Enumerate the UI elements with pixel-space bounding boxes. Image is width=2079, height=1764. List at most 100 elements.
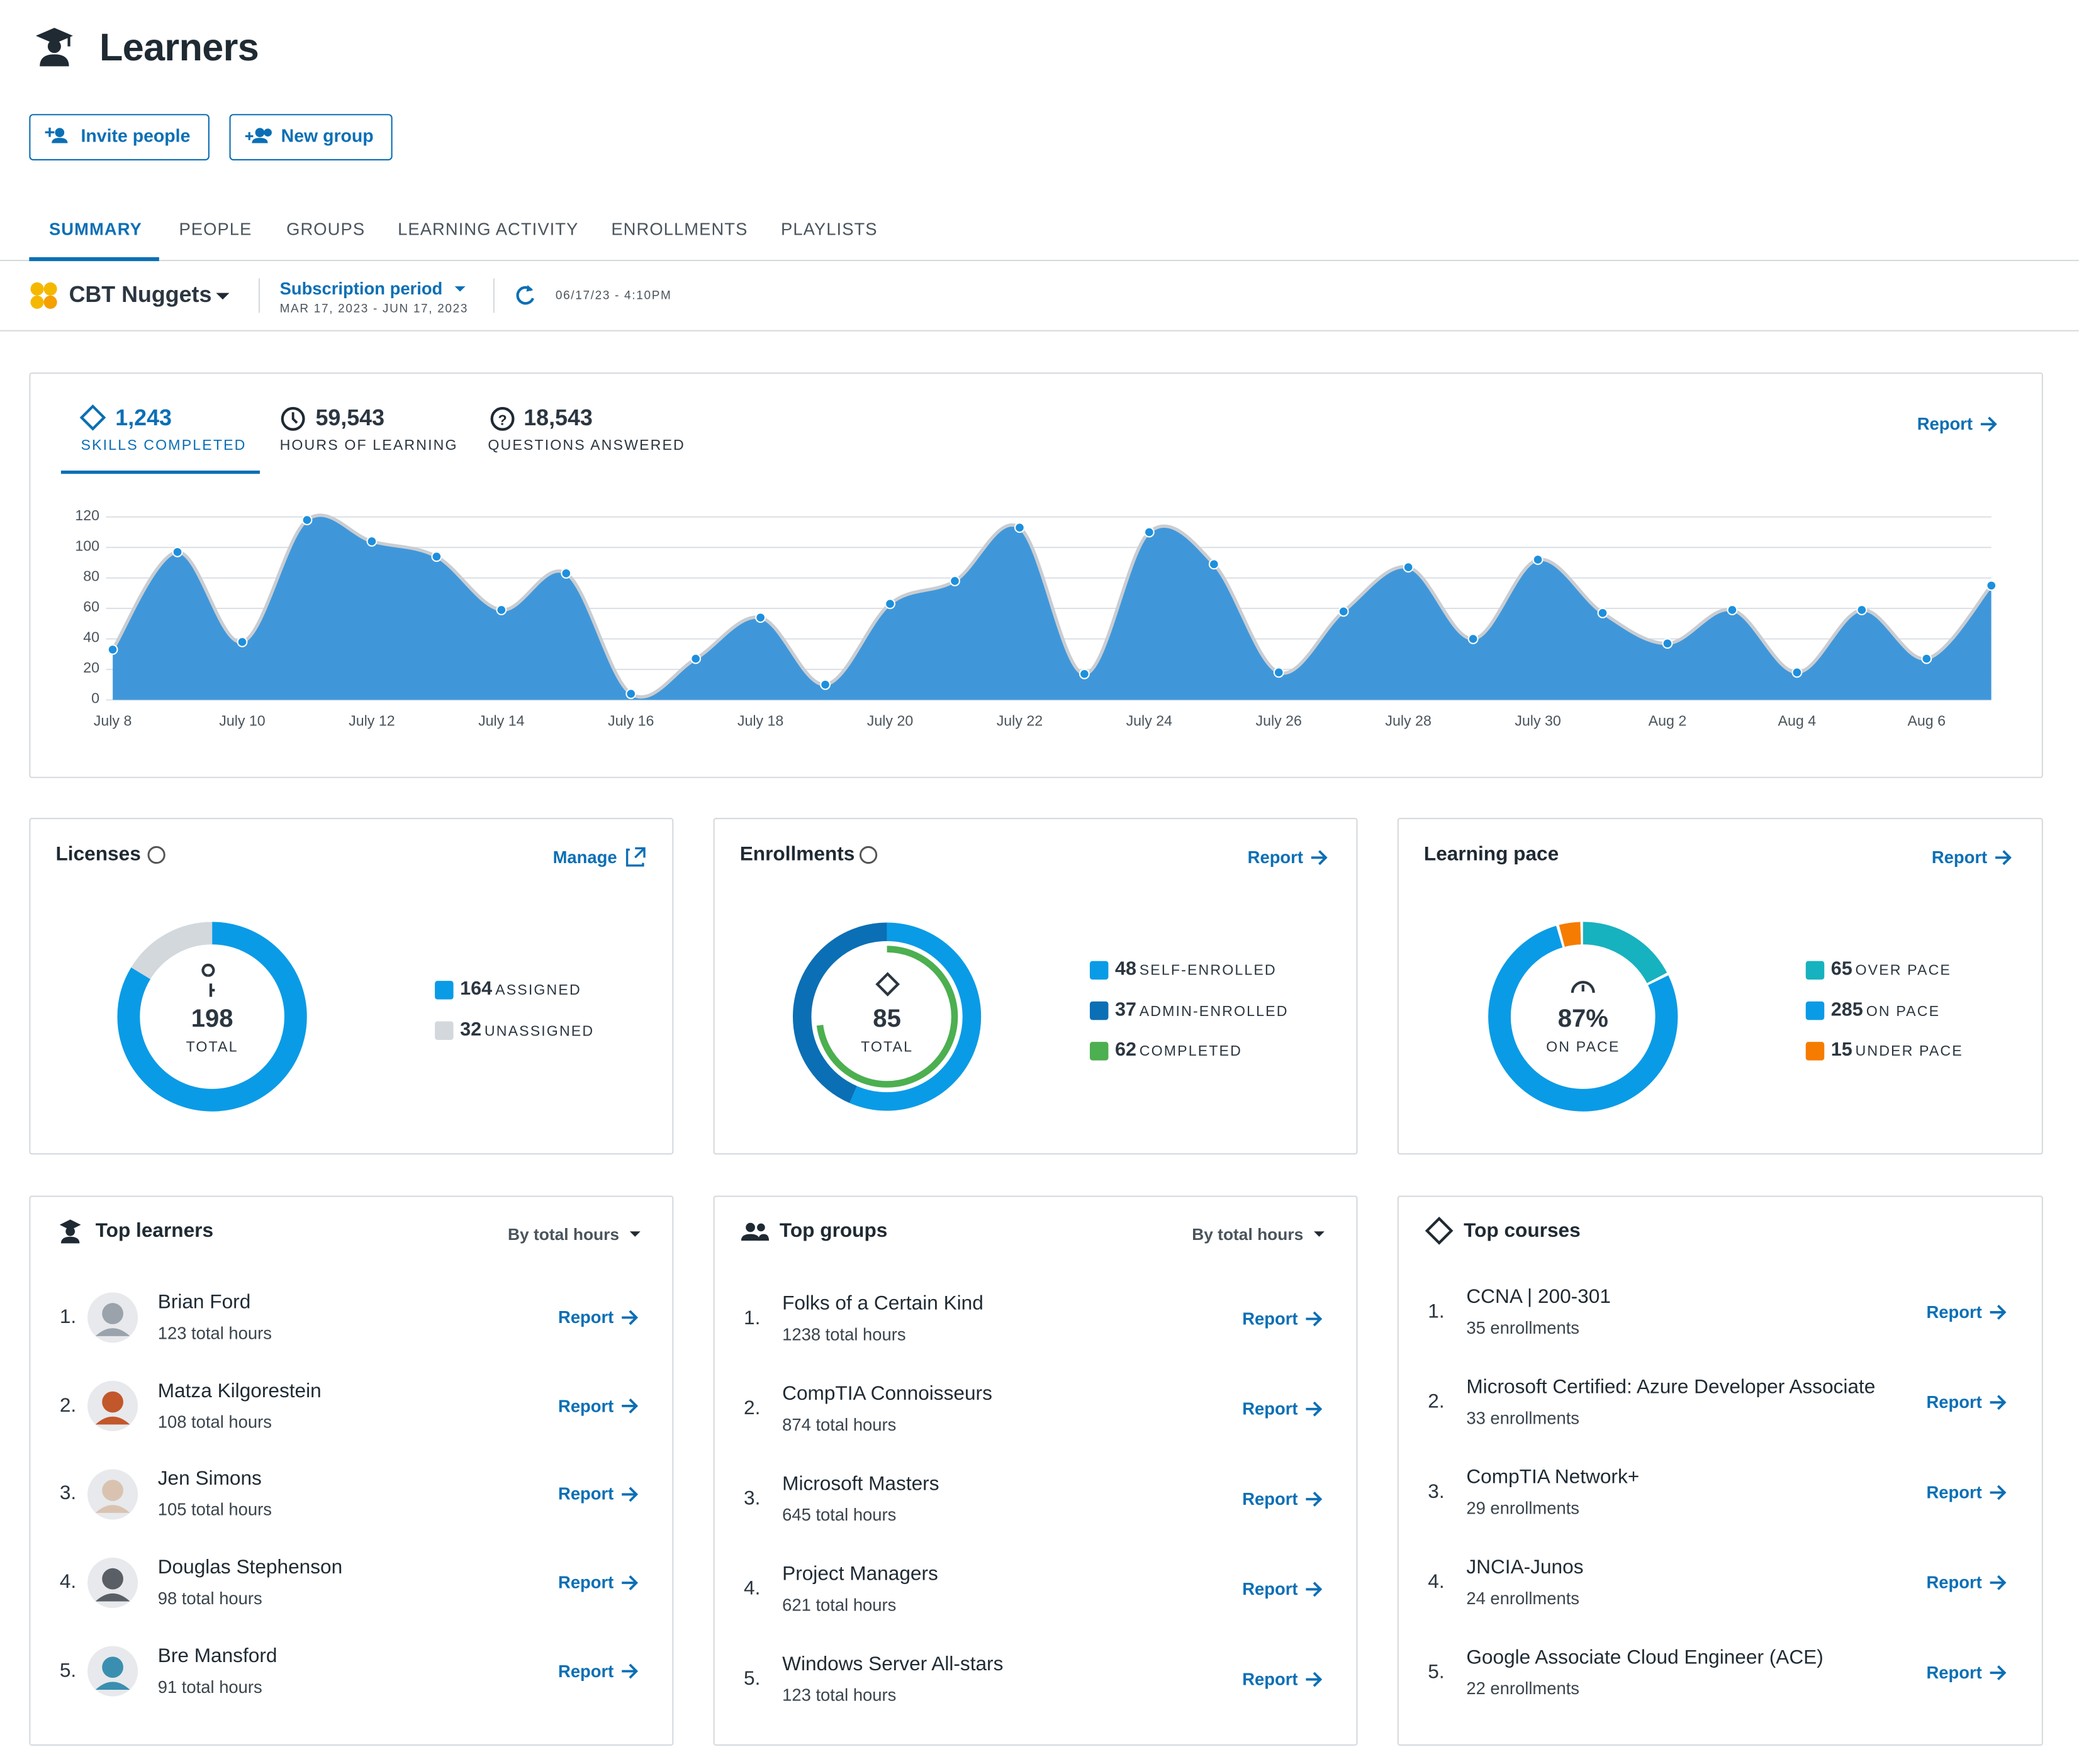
report-link[interactable]: Report [1931,847,1988,868]
report-link[interactable]: Report [1242,1309,1298,1329]
tab[interactable]: PEOPLE [179,219,252,239]
button-label[interactable]: Invite people [81,125,191,146]
report-link[interactable]: Report [1926,1572,1982,1592]
y-tick-label: 20 [83,661,100,677]
item-detail: 35 enrollments [1466,1317,1580,1338]
item-name: CompTIA Connoisseurs [782,1382,992,1405]
center-label: TOTAL [861,1039,914,1056]
x-tick-label: July 24 [1126,713,1173,730]
legend-value: 37 [1114,999,1136,1020]
report-link[interactable]: Report [558,1483,614,1504]
legend-swatch [1805,961,1825,980]
center-value: 198 [191,1005,233,1034]
invite-button[interactable] [29,114,210,160]
tab[interactable]: LEARNING ACTIVITY [398,219,579,239]
x-tick-label: July 16 [607,713,654,730]
legend-label: SELF-ENROLLED [1139,963,1277,979]
item-detail: 874 total hours [782,1414,897,1435]
x-tick-label: Aug 2 [1648,713,1687,730]
caret [216,293,230,300]
data-point [950,576,960,586]
stat-label: SKILLS COMPLETED [81,438,247,454]
center-value: 87% [1557,1005,1608,1034]
key-icon [201,963,215,997]
item-name: Bre Mansford [157,1644,277,1668]
active-tab-underline [29,257,159,262]
report-link[interactable]: Report [1247,847,1303,868]
tab[interactable]: PLAYLISTS [781,219,878,239]
legend-swatch [435,981,454,1000]
data-point [820,679,831,690]
report-link[interactable]: Report [1926,1482,1982,1502]
item-detail: 33 enrollments [1466,1408,1580,1428]
cbt-logo [30,282,57,309]
data-point [1143,527,1155,538]
external-icon [625,847,646,867]
item-detail: 645 total hours [782,1504,897,1525]
report-link[interactable]: Report [1242,1488,1298,1509]
sort-select[interactable]: By total hours [507,1225,620,1244]
pace-icon [1571,981,1595,993]
account-name[interactable]: CBT Nuggets [69,282,212,308]
report-link[interactable]: Report [558,1307,614,1327]
report-link[interactable]: Report [1926,1662,1982,1683]
item-name: Brian Ford [157,1291,251,1314]
manage-link[interactable]: Manage [552,847,617,868]
caret [454,286,466,292]
legend-label: UNASSIGNED [484,1023,595,1039]
tab[interactable]: SUMMARY [48,219,142,239]
tab[interactable]: GROUPS [286,219,366,239]
report-link[interactable]: Report [1917,413,1973,434]
x-tick-label: July 8 [93,713,132,730]
report-link[interactable]: Report [558,1661,614,1681]
sort-select[interactable]: By total hours [1192,1225,1304,1244]
top-learners-card [29,1195,674,1746]
report-link[interactable]: Report [558,1395,614,1416]
report-link[interactable]: Report [1242,1398,1298,1419]
x-tick-label: Aug 6 [1907,713,1946,730]
item-name: Project Managers [782,1563,938,1585]
stat-value: 59,543 [315,405,385,431]
legend-value: 285 [1830,999,1863,1020]
report-link[interactable]: Report [1926,1392,1982,1412]
legend-value: 48 [1114,959,1136,980]
rank: 2. [744,1397,761,1420]
report-link[interactable]: Report [1926,1302,1982,1322]
legend-label: UNDER PACE [1855,1044,1963,1060]
tab[interactable]: ENROLLMENTS [611,219,748,239]
arrow-icon [1995,850,2012,866]
period-label[interactable]: Subscription period [279,278,443,299]
item-detail: 621 total hours [782,1595,897,1615]
clock-icon [281,406,305,431]
avatar-head [102,1391,123,1413]
donut-segment [1488,922,1678,1112]
arrow-icon [1306,1672,1323,1687]
arrow-icon [1990,1395,2007,1410]
arrow-icon [1306,1492,1323,1507]
avatar-head [102,1656,123,1678]
stat-value: 1,243 [115,405,172,431]
button-label[interactable]: New group [281,125,374,146]
donut-segment [815,946,958,1088]
arrow-icon [622,1487,639,1502]
x-tick-label: July 20 [866,713,914,730]
question-icon [490,406,515,431]
x-tick-label: July 30 [1515,713,1561,730]
new-group-button[interactable] [229,114,393,160]
legend-value: 32 [460,1019,482,1041]
legend-label: ASSIGNED [495,983,581,999]
arrow-icon [1990,1485,2007,1500]
report-link[interactable]: Report [558,1572,614,1593]
data-point [1532,554,1544,566]
data-point [237,636,248,647]
rank: 3. [59,1482,77,1505]
report-link[interactable]: Report [1242,1578,1298,1599]
arrow-icon [622,1575,639,1590]
item-detail: 22 enrollments [1466,1678,1580,1699]
report-link[interactable]: Report [1242,1669,1298,1689]
donut-segment [792,922,982,1111]
question-mark: ? [498,411,507,428]
item-detail: 91 total hours [157,1677,262,1697]
item-name: CompTIA Network+ [1466,1466,1640,1489]
